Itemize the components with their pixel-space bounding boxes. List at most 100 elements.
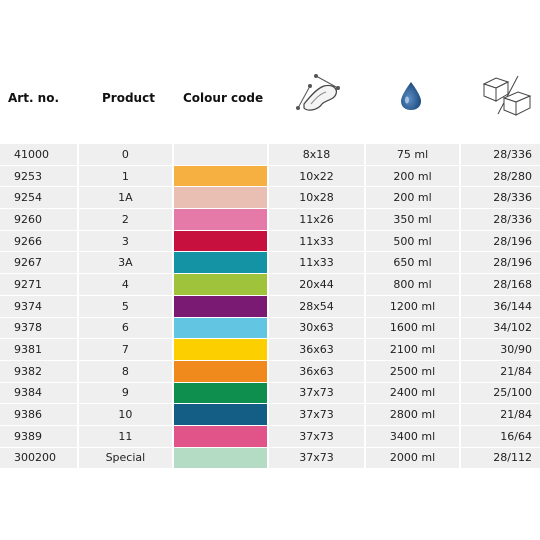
size-cell: 20x44	[268, 274, 365, 295]
volume-cell: 350 ml	[366, 209, 460, 230]
art-no-cell: 9386	[0, 404, 77, 425]
size-cell: 11x26	[268, 209, 365, 230]
table-row: 9381 7 36x63 2100 ml 30/90	[0, 339, 540, 360]
product-cell: 6	[78, 317, 172, 339]
product-cell: 1	[78, 165, 172, 187]
art-no-cell: 9271	[0, 274, 77, 295]
size-cell: 8x18	[268, 144, 365, 165]
volume-cell: 3400 ml	[366, 425, 460, 447]
product-cell: 0	[78, 144, 172, 165]
size-cell: 37x73	[268, 404, 365, 425]
pack-cell: 25/100	[461, 382, 540, 404]
product-cell: 4	[78, 274, 172, 295]
table-row: 41000 0 8x18 75 ml 28/336	[0, 144, 540, 165]
table-row: 9389 11 37x73 3400 ml 16/64	[0, 425, 540, 447]
art-no-cell: 9382	[0, 360, 77, 382]
pack-cell: 28/336	[461, 187, 540, 209]
colour-swatch	[173, 230, 267, 252]
colour-swatch	[173, 404, 267, 425]
volume-cell: 2000 ml	[366, 447, 460, 469]
colour-swatch	[173, 144, 267, 165]
size-cell: 10x28	[268, 187, 365, 209]
table-row: 9253 1 10x22 200 ml 28/280	[0, 165, 540, 187]
table-row: 9267 3A 11x33 650 ml 28/196	[0, 252, 540, 274]
art-no-cell: 9378	[0, 317, 77, 339]
art-no-cell: 9266	[0, 230, 77, 252]
size-cell: 11x33	[268, 252, 365, 274]
pack-cell: 28/196	[461, 230, 540, 252]
colour-swatch	[173, 339, 267, 360]
product-cell: 3	[78, 230, 172, 252]
product-cell: 2	[78, 209, 172, 230]
product-cell: 10	[78, 404, 172, 425]
volume-cell: 1600 ml	[366, 317, 460, 339]
pack-cell: 21/84	[461, 404, 540, 425]
product-cell: 11	[78, 425, 172, 447]
volume-cell: 800 ml	[366, 274, 460, 295]
pack-cell: 28/336	[461, 144, 540, 165]
table-row: 9374 5 28x54 1200 ml 36/144	[0, 295, 540, 317]
volume-cell: 200 ml	[366, 165, 460, 187]
table-row: 9378 6 30x63 1600 ml 34/102	[0, 317, 540, 339]
product-cell: 5	[78, 295, 172, 317]
pack-cell: 28/280	[461, 165, 540, 187]
colour-swatch	[173, 209, 267, 230]
colour-swatch	[173, 360, 267, 382]
art-no-cell: 300200	[0, 447, 77, 469]
volume-cell: 2500 ml	[366, 360, 460, 382]
colour-swatch	[173, 382, 267, 404]
colour-swatch	[173, 447, 267, 469]
art-no-cell: 9381	[0, 339, 77, 360]
product-cell: 7	[78, 339, 172, 360]
colour-swatch	[173, 165, 267, 187]
volume-cell: 75 ml	[366, 144, 460, 165]
pack-cell: 30/90	[461, 339, 540, 360]
product-cell: 1A	[78, 187, 172, 209]
product-cell: 8	[78, 360, 172, 382]
size-cell: 36x63	[268, 360, 365, 382]
pack-cell: 28/196	[461, 252, 540, 274]
art-no-cell: 9260	[0, 209, 77, 230]
volume-cell: 2400 ml	[366, 382, 460, 404]
pad-size-icon	[294, 72, 344, 120]
box-pack-icon	[480, 74, 532, 122]
size-cell: 30x63	[268, 317, 365, 339]
volume-cell: 2100 ml	[366, 339, 460, 360]
size-cell: 37x73	[268, 447, 365, 469]
size-cell: 10x22	[268, 165, 365, 187]
volume-cell: 2800 ml	[366, 404, 460, 425]
colour-swatch	[173, 425, 267, 447]
header-colour-code: Colour code	[183, 91, 264, 105]
table-row: 9260 2 11x26 350 ml 28/336	[0, 209, 540, 230]
colour-swatch	[173, 252, 267, 274]
volume-cell: 1200 ml	[366, 295, 460, 317]
table-row: 9254 1A 10x28 200 ml 28/336	[0, 187, 540, 209]
size-cell: 37x73	[268, 425, 365, 447]
art-no-cell: 9253	[0, 165, 77, 187]
colour-swatch	[173, 274, 267, 295]
drop-icon	[398, 80, 424, 116]
size-cell: 11x33	[268, 230, 365, 252]
art-no-cell: 9389	[0, 425, 77, 447]
table-row: 9382 8 36x63 2500 ml 21/84	[0, 360, 540, 382]
pack-cell: 16/64	[461, 425, 540, 447]
pack-cell: 21/84	[461, 360, 540, 382]
art-no-cell: 9384	[0, 382, 77, 404]
table-header: Art. no. Product Colour code	[0, 68, 540, 128]
table-row: 9386 10 37x73 2800 ml 21/84	[0, 404, 540, 425]
product-cell: 3A	[78, 252, 172, 274]
volume-cell: 500 ml	[366, 230, 460, 252]
pack-cell: 34/102	[461, 317, 540, 339]
product-table: 41000 0 8x18 75 ml 28/336 9253 1 10x22 200 ml 28/…	[0, 143, 540, 469]
pack-cell: 28/336	[461, 209, 540, 230]
volume-cell: 650 ml	[366, 252, 460, 274]
size-cell: 36x63	[268, 339, 365, 360]
art-no-cell: 9374	[0, 295, 77, 317]
pack-cell: 28/112	[461, 447, 540, 469]
header-product: Product	[102, 91, 155, 105]
header-art-no: Art. no.	[8, 91, 60, 105]
pack-cell: 36/144	[461, 295, 540, 317]
table-row: 9384 9 37x73 2400 ml 25/100	[0, 382, 540, 404]
colour-swatch	[173, 187, 267, 209]
volume-cell: 200 ml	[366, 187, 460, 209]
